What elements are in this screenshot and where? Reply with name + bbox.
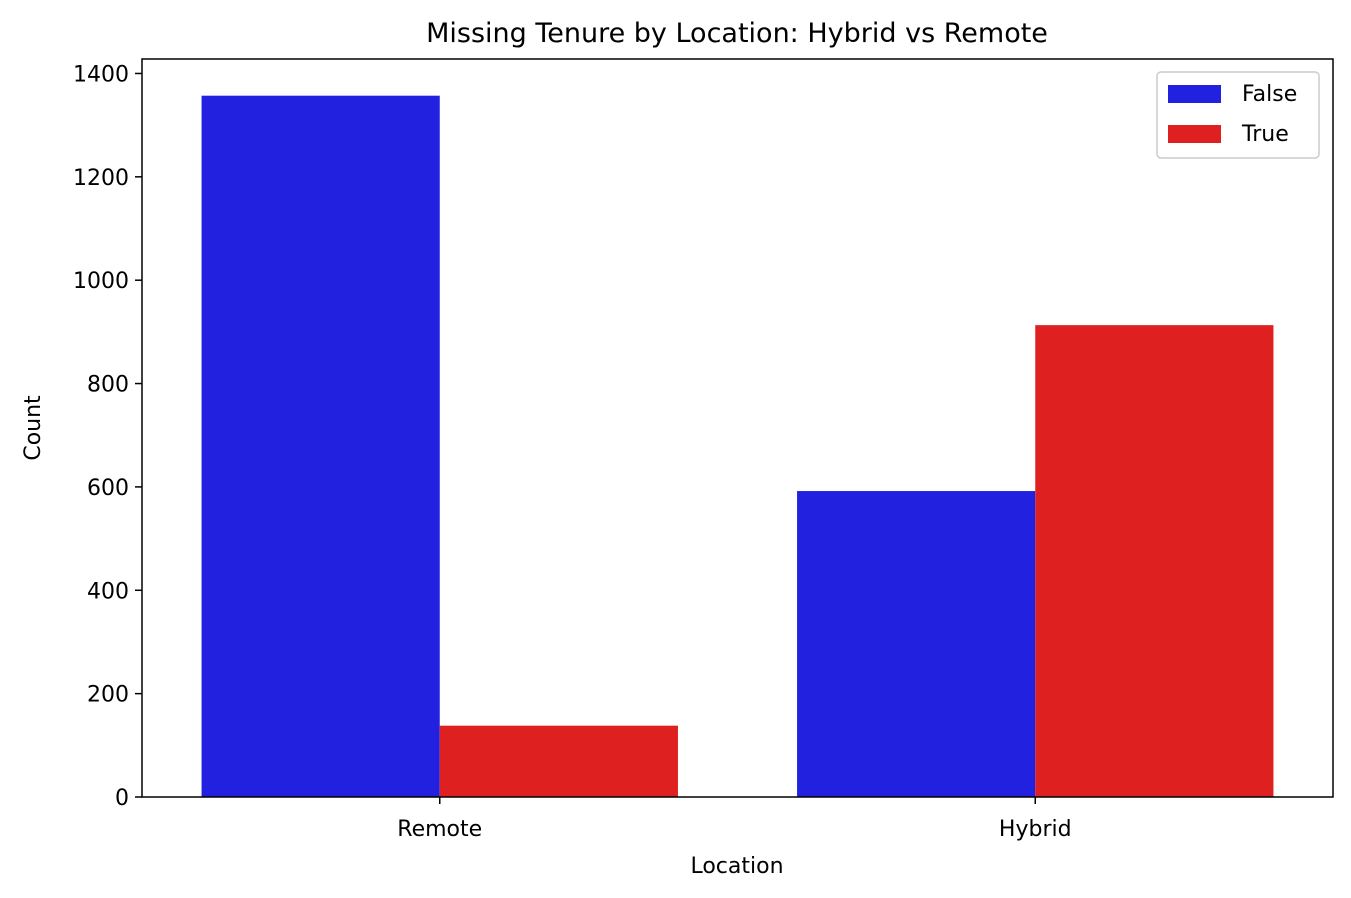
x-axis: Remote Hybrid	[397, 797, 1072, 842]
y-axis-title: Count	[21, 395, 46, 461]
y-tick-label: 600	[87, 476, 129, 501]
y-tick-label: 800	[87, 373, 129, 398]
bars-group	[201, 95, 1274, 797]
bar-true-remote	[439, 725, 678, 797]
legend-label-true: True	[1241, 122, 1289, 147]
legend-swatch-true	[1168, 125, 1221, 143]
x-axis-title: Location	[690, 854, 783, 879]
bar-true-hybrid	[1035, 325, 1274, 797]
legend: False True	[1156, 71, 1320, 159]
bar-false-hybrid	[797, 491, 1036, 797]
plot-area-frame	[141, 58, 1334, 798]
legend-label-false: False	[1242, 82, 1297, 107]
x-tick-label: Remote	[397, 817, 482, 842]
y-tick-label: 1200	[73, 166, 129, 191]
y-tick-label: 1000	[73, 269, 129, 294]
bar-false-remote	[201, 95, 440, 797]
y-axis: 0 200 400 600 800 1000 1200 1400	[73, 62, 142, 811]
y-tick-label: 200	[87, 683, 129, 708]
chart-title: Missing Tenure by Location: Hybrid vs Re…	[426, 18, 1048, 49]
x-tick-label: Hybrid	[999, 817, 1072, 842]
y-tick-label: 400	[87, 579, 129, 604]
y-tick-label: 1400	[73, 62, 129, 87]
y-tick-label: 0	[115, 786, 129, 811]
legend-swatch-false	[1168, 85, 1221, 103]
